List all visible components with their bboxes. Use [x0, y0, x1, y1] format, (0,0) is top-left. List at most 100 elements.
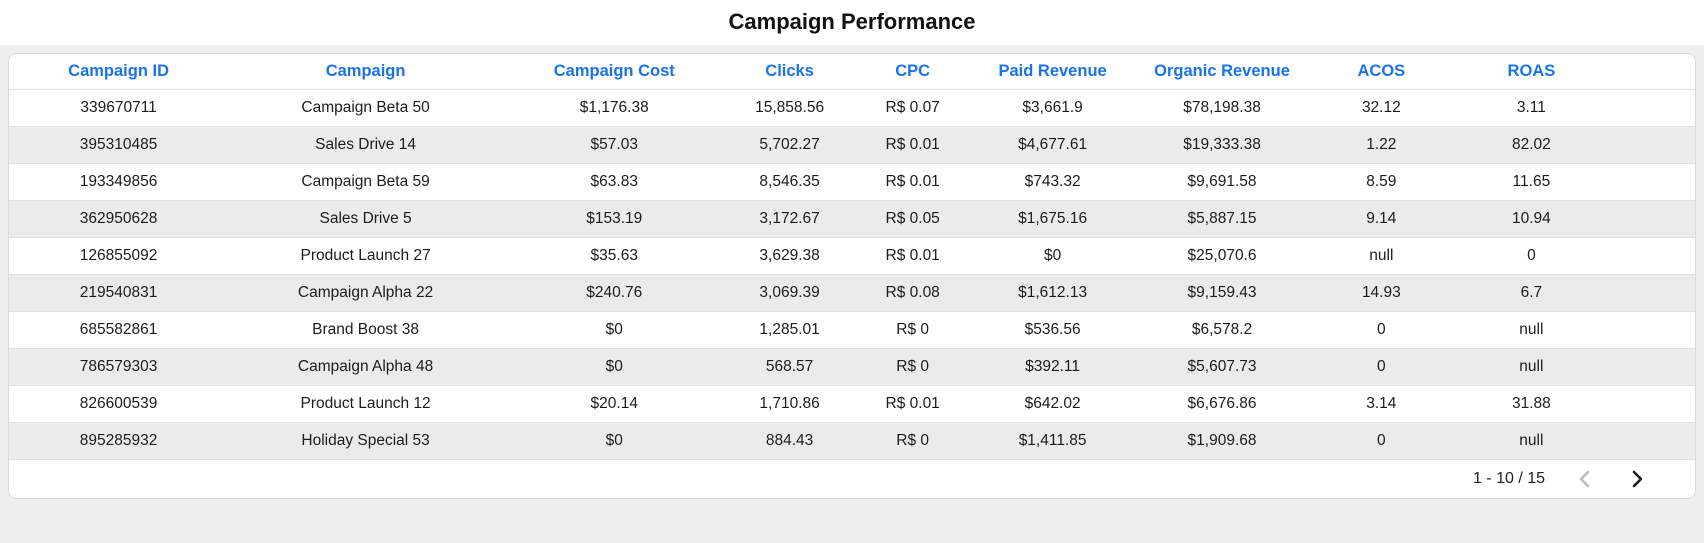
table-row: 826600539 Product Launch 12 $20.14 1,710.86… [9, 385, 1695, 422]
table-cell: 9.14 [1366, 210, 1397, 227]
table-cell: $240.76 [586, 284, 643, 301]
table-cell: 895285932 [79, 432, 158, 449]
table-cell: 8,546.35 [759, 173, 820, 190]
table-cell: $20.14 [590, 395, 638, 412]
table-cell: Product Launch 12 [300, 395, 431, 412]
table-cell: 5,702.27 [759, 136, 820, 153]
table-cell: $6,676.86 [1187, 395, 1257, 412]
table-cell: 3,629.38 [759, 247, 820, 264]
table-row: 395310485 Sales Drive 14 $57.03 5,702.27 R$ … [9, 126, 1695, 163]
table-cell: R$ 0 [896, 321, 930, 338]
table-cell: null [1519, 321, 1544, 338]
table-cell: $536.56 [1024, 321, 1081, 338]
table-cell: $0 [605, 321, 623, 338]
table-cell: 1.22 [1366, 136, 1397, 153]
table-row: 362950628 Sales Drive 5 $153.19 3,172.67 R$ … [9, 200, 1695, 237]
table-cell: Campaign Beta 50 [301, 99, 430, 116]
table-body: 339670711 Campaign Beta 50 $1,176.38 15,858… [9, 89, 1695, 459]
chevron-right-icon [1625, 467, 1649, 491]
table-cell: 3.11 [1516, 99, 1546, 116]
table-cell: $5,887.15 [1187, 210, 1257, 227]
table-cell: 786579303 [79, 358, 158, 375]
column-header-clicks[interactable]: Clicks [765, 62, 814, 80]
table-row: 126855092 Product Launch 27 $35.63 3,629.38… [9, 237, 1695, 274]
table-cell: 3,172.67 [759, 210, 820, 227]
table-cell: $1,176.38 [579, 99, 649, 116]
chevron-left-icon [1573, 467, 1597, 491]
table-cell: $1,612.13 [1018, 284, 1088, 301]
table-cell: $1,909.68 [1187, 432, 1257, 449]
table-cell: 219540831 [79, 284, 158, 301]
table-cell: R$ 0.07 [885, 99, 940, 116]
table-row: 786579303 Campaign Alpha 48 $0 568.57 R$ 0 $3… [9, 348, 1695, 385]
table-cell: Campaign Beta 59 [301, 173, 430, 190]
column-header-organic-revenue[interactable]: Organic Revenue [1154, 62, 1290, 80]
table-cell: Product Launch 27 [300, 247, 431, 264]
table-cell: 10.94 [1511, 210, 1551, 227]
table-cell: 1,285.01 [759, 321, 820, 338]
table-cell: $642.02 [1024, 395, 1081, 412]
table-cell: R$ 0.01 [885, 395, 940, 412]
column-header-cpc[interactable]: CPC [895, 62, 931, 80]
table-cell: $743.32 [1024, 173, 1081, 190]
table-cell: 3,069.39 [759, 284, 820, 301]
table-card: Campaign ID Campaign Campaign Cost Clicks CP… [8, 53, 1696, 499]
table-cell: $3,661.9 [1022, 99, 1083, 116]
table-cell: $57.03 [590, 136, 638, 153]
table-cell: R$ 0.08 [885, 284, 940, 301]
table-cell: Campaign Alpha 48 [297, 358, 434, 375]
pagination-range: 1 - 10 / 15 [1472, 469, 1545, 487]
table-cell: 0 [1377, 432, 1386, 449]
table-cell: $9,159.43 [1187, 284, 1257, 301]
table-cell: $25,070.6 [1187, 247, 1257, 264]
table-cell: 8.59 [1366, 173, 1397, 190]
table-cell: $153.19 [586, 210, 643, 227]
table-row: 685582861 Brand Boost 38 $0 1,285.01 R$ 0 $53… [9, 311, 1695, 348]
column-header-campaign-id[interactable]: Campaign ID [68, 62, 170, 80]
column-header-acos[interactable]: ACOS [1357, 62, 1406, 80]
table-cell: $4,677.61 [1018, 136, 1088, 153]
column-header-paid-revenue[interactable]: Paid Revenue [998, 62, 1107, 80]
table-header-row: Campaign ID Campaign Campaign Cost Clicks CP… [9, 54, 1695, 89]
table-cell: $1,411.85 [1018, 432, 1087, 449]
widget-background: Campaign ID Campaign Campaign Cost Clicks CP… [0, 45, 1704, 543]
table-row: 193349856 Campaign Beta 59 $63.83 8,546.35 R… [9, 163, 1695, 200]
table-cell: R$ 0 [896, 358, 930, 375]
column-header-campaign-cost[interactable]: Campaign Cost [553, 62, 675, 80]
table-cell: R$ 0.01 [885, 173, 940, 190]
column-header-campaign[interactable]: Campaign [325, 62, 406, 80]
pagination-prev-button[interactable] [1573, 467, 1597, 491]
table-cell: 568.57 [765, 358, 814, 375]
table-cell: Holiday Special 53 [301, 432, 430, 449]
table-row: 339670711 Campaign Beta 50 $1,176.38 15,858… [9, 89, 1695, 126]
table-cell: 884.43 [765, 432, 814, 449]
table-cell: $78,198.38 [1183, 99, 1261, 116]
table-cell: 0 [1377, 321, 1386, 338]
table-cell: $1,675.16 [1018, 210, 1088, 227]
table-cell: 826600539 [79, 395, 158, 412]
table-cell: $392.11 [1025, 358, 1081, 375]
table-cell: 0 [1377, 358, 1386, 375]
table-cell: 1,710.86 [759, 395, 820, 412]
table-footer: 1 - 10 / 15 [9, 459, 1695, 497]
table-cell: $0 [605, 432, 623, 449]
column-header-roas[interactable]: ROAS [1507, 62, 1556, 80]
table-cell: 3.14 [1366, 395, 1397, 412]
table-cell: 31.88 [1511, 395, 1551, 412]
table-cell: R$ 0.01 [885, 136, 940, 153]
table-cell: 339670711 [80, 99, 157, 116]
table-cell: 685582861 [79, 321, 158, 338]
table-cell: 82.02 [1511, 136, 1551, 153]
table-cell: 14.93 [1361, 284, 1401, 301]
table-cell: R$ 0.01 [885, 247, 940, 264]
table-cell: $19,333.38 [1183, 136, 1261, 153]
table-cell: Sales Drive 14 [315, 136, 416, 153]
pagination-next-button[interactable] [1625, 467, 1649, 491]
table-cell: 11.65 [1512, 173, 1551, 190]
table-cell: $0 [605, 358, 623, 375]
table-cell: 193349856 [79, 173, 158, 190]
table-cell: 32.12 [1361, 99, 1401, 116]
table-cell: null [1369, 247, 1394, 264]
table-cell: Sales Drive 5 [319, 210, 412, 227]
page-title: Campaign Performance [728, 9, 976, 34]
